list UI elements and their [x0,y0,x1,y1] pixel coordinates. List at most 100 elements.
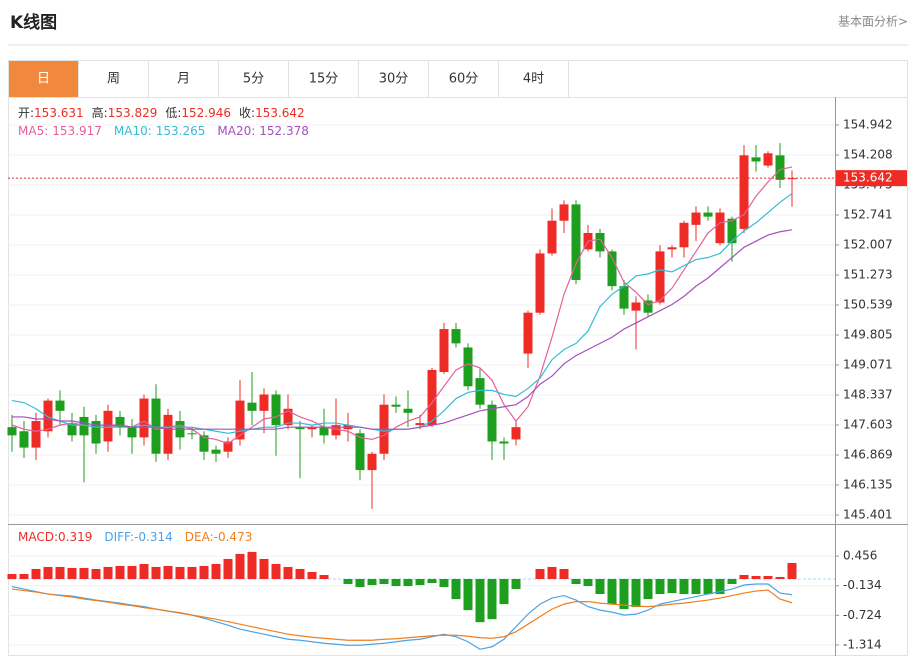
macd-bar [115,565,125,580]
y-tick-label: 149.805 [843,327,893,341]
macd-bar [511,579,521,590]
macd-bar [415,579,425,586]
macd-bar [367,579,377,586]
candle-body [283,408,293,426]
tab-label[interactable]: 4时 [523,72,544,87]
ma-line [11,166,793,445]
candle-body [679,222,689,248]
legend-name: DEA: [185,530,214,544]
macd-bar [739,574,749,580]
candle-body [331,425,341,436]
candle-body [55,400,65,411]
y-tick-label: -0.724 [843,608,882,622]
macd-bar [559,568,569,580]
candle-body [463,347,473,387]
candle-body [211,449,221,454]
tab[interactable] [288,60,359,98]
candle-body [571,204,581,281]
tab[interactable] [8,60,79,98]
legend-value: -0.473 [214,530,253,544]
y-tick-label: 151.273 [843,267,893,281]
tab-label[interactable]: 周 [107,72,120,87]
candle-body [715,212,725,244]
candle-body [247,402,257,411]
macd-bar [295,568,305,580]
candle-body [499,441,509,444]
candle-body [127,427,137,438]
tab-label[interactable]: 60分 [449,72,479,87]
candle-body [763,153,773,166]
macd-bar [319,574,329,580]
candle-body [271,394,281,426]
ohlc-label: 高: [92,105,108,120]
candle-body [223,441,233,452]
macd-bar [127,565,137,580]
y-tick-label: -0.134 [843,578,882,592]
macd-bar [775,576,785,580]
candle-body [259,394,269,411]
candle-body [319,427,329,436]
tab-label[interactable]: 5分 [243,72,264,87]
candle-body [91,421,101,444]
y-tick-label: 147.603 [843,417,893,431]
candle-body [487,404,497,442]
macd-bar [91,568,101,580]
tab[interactable] [78,60,149,98]
ohlc-value: 153.829 [108,106,158,120]
candle-body [607,251,617,287]
candle-body [631,302,641,311]
y-tick-label: 0.456 [843,549,877,563]
macd-bar [175,566,185,580]
y-tick-label: 145.401 [843,508,893,522]
y-tick-label: 154.942 [843,118,893,132]
macd-bar [691,579,701,595]
macd-bar [643,579,653,600]
candle-body [367,453,377,471]
candle-body [19,431,29,448]
legend-value: 153.265 [156,124,206,138]
candle-body [403,408,413,413]
tab-label[interactable]: 30分 [379,72,409,87]
macd-bar [727,579,737,585]
tab-label[interactable]: 日 [37,72,50,87]
macd-bar [751,575,761,580]
macd-bar [391,579,401,587]
macd-bar [451,579,461,600]
candle-body [67,423,77,436]
candle-body [775,155,785,180]
candle-body [535,253,545,313]
macd-bar [163,565,173,580]
macd-bar [631,579,641,608]
candle-body [727,218,737,244]
legend-value: 152.378 [259,124,309,138]
macd-bar [247,551,257,580]
candle-body [547,220,557,254]
y-tick-label: 152.741 [843,207,893,221]
y-tick-label: 150.539 [843,297,893,311]
macd-bar [607,579,617,605]
macd-bar [439,579,449,588]
tab-label[interactable]: 15分 [309,72,339,87]
macd-bar [79,567,89,580]
candle-body [451,329,461,344]
ohlc-label: 低: [165,106,181,120]
last-price-box [836,170,907,187]
tab-label[interactable]: 月 [177,72,190,87]
candle-body [667,247,677,250]
candle-body [439,329,449,372]
macd-bar [43,566,53,580]
macd-bar [475,579,485,623]
candle-body [751,157,761,162]
legend-name: MA20: [217,124,255,138]
candle-body [31,421,41,448]
macd-bar [571,579,581,585]
tab[interactable] [498,60,569,98]
macd-bar [7,573,17,580]
ma-legend: MA5: 153.917 MA10: 153.265 MA20: 152.378 [18,124,309,138]
fundamentals-link[interactable]: 基本面分析> [838,15,908,29]
candle-body [307,427,317,430]
y-tick-label: 149.071 [843,357,893,371]
macd-bar [619,579,629,610]
candle-body [427,369,437,426]
candle-body [103,410,113,442]
